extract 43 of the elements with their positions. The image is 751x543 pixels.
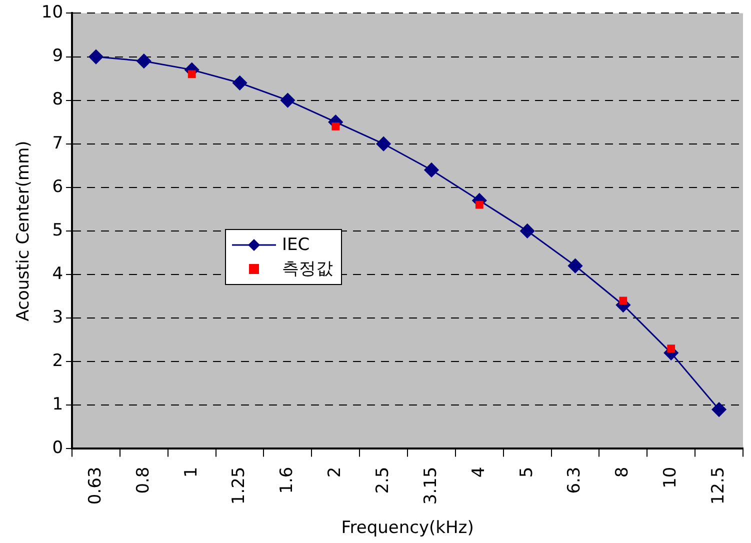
x-tick-label: 8 <box>612 466 633 478</box>
x-tick-label: 4 <box>468 466 489 478</box>
x-tick-label: 5 <box>516 466 537 478</box>
x-tick-label: 1 <box>181 466 202 478</box>
point <box>619 296 628 305</box>
x-tick-label: 6.3 <box>564 466 585 494</box>
point <box>475 200 484 209</box>
legend-label: 측정값 <box>282 258 333 281</box>
point <box>568 258 583 274</box>
point <box>88 50 104 64</box>
y-tick-label: 4 <box>52 264 64 284</box>
x-tick-label: 1.25 <box>229 466 250 505</box>
point <box>332 122 340 130</box>
y-tick-label: 8 <box>52 90 64 110</box>
y-tick-label: 6 <box>52 176 64 197</box>
y-tick-label: 5 <box>52 220 64 240</box>
point <box>136 54 152 68</box>
y-tick-label: 3 <box>52 308 64 328</box>
point <box>376 136 391 152</box>
point <box>712 402 726 417</box>
y-tick-label: 9 <box>52 46 64 66</box>
y-tick-label: 0 <box>52 438 64 458</box>
point <box>520 224 535 238</box>
x-tick-label: 0.63 <box>85 466 106 505</box>
point <box>424 162 439 178</box>
x-tick-label: 0.8 <box>133 466 154 494</box>
legend-label: IEC <box>282 234 310 257</box>
x-tick-label: 1.6 <box>277 466 298 494</box>
x-tick-label: 10 <box>660 466 681 488</box>
y-tick-label: 1 <box>52 394 64 415</box>
x-tick-label: 2 <box>325 466 346 478</box>
y-tick-label: 10 <box>41 2 64 23</box>
point <box>232 76 248 90</box>
x-tick-label: 3.15 <box>420 466 441 505</box>
point <box>667 344 676 353</box>
point <box>188 70 196 78</box>
y-tick-label: 2 <box>52 351 64 372</box>
point <box>280 93 295 108</box>
x-axis-title: Frequency(kHz) <box>341 518 474 538</box>
y-tick-label: 7 <box>52 133 64 154</box>
x-tick-label: 12.5 <box>708 466 728 505</box>
x-tick-label: 2.5 <box>372 466 393 494</box>
y-axis-title: Acoustic Center(mm) <box>14 140 34 322</box>
